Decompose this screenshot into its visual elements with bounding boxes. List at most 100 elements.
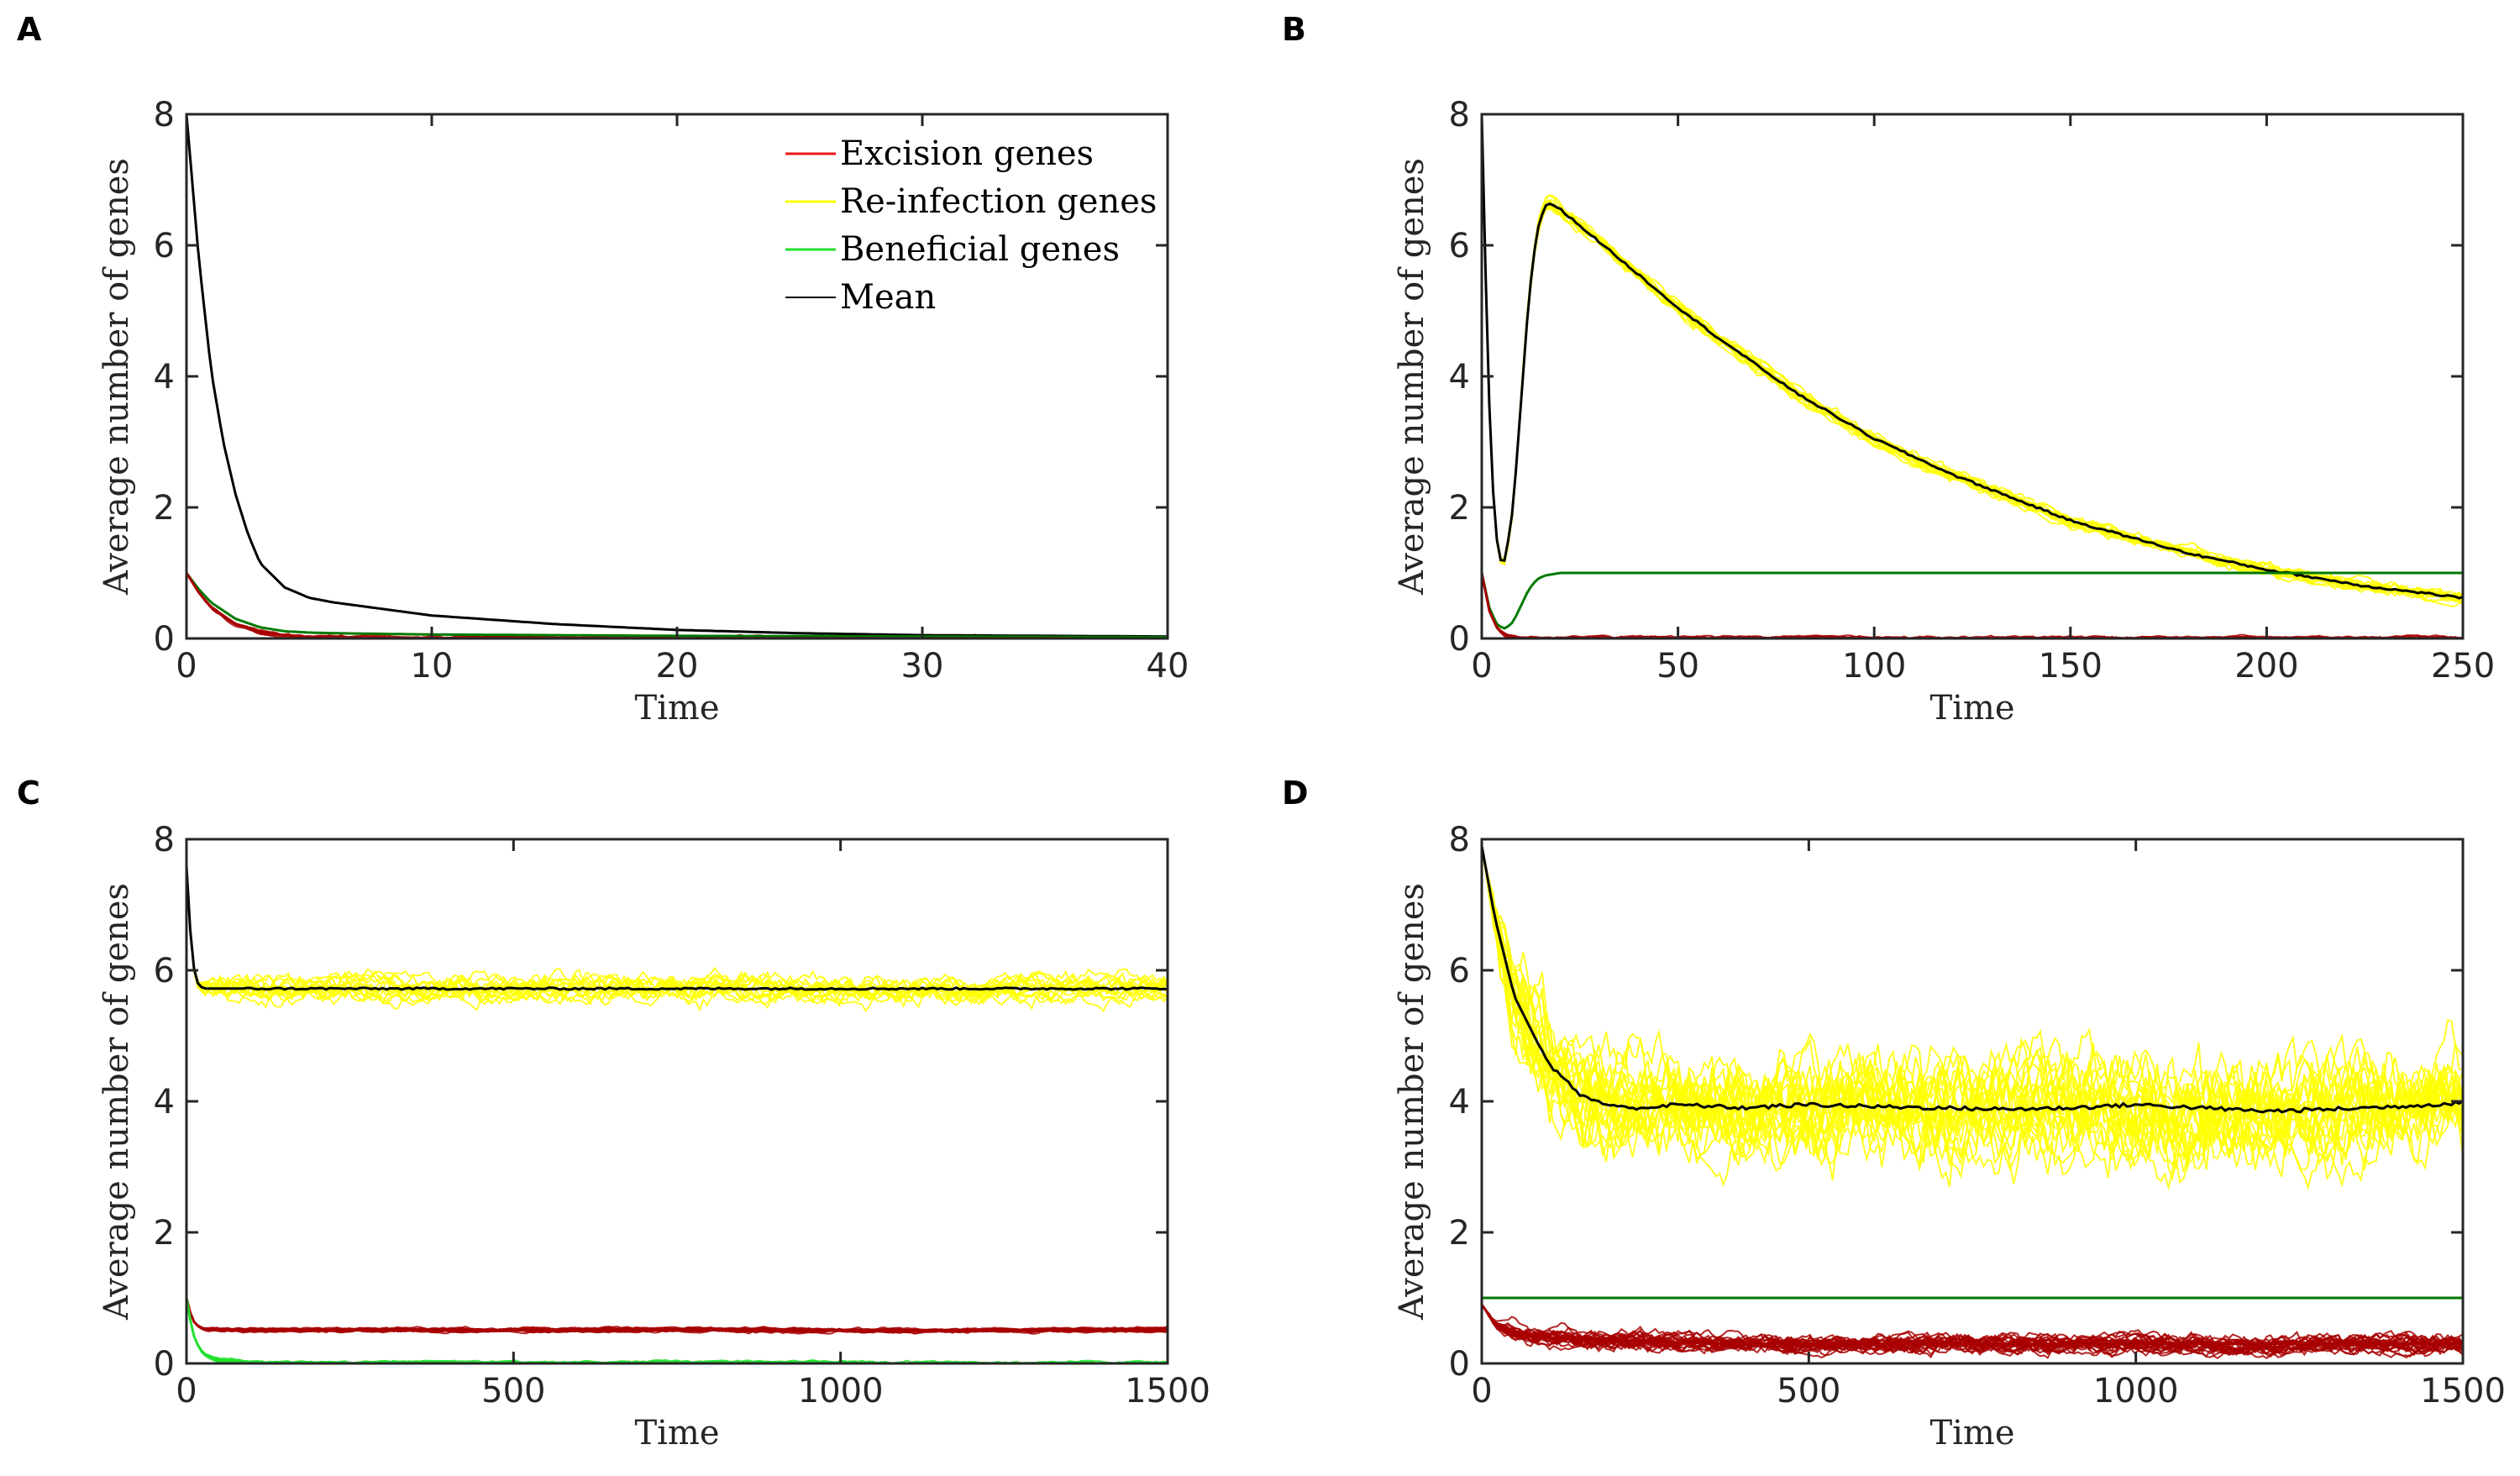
panel-a: A 0 10 20 30 40 0 2 4 6 8 Time Average number of gen… [17,11,1189,727]
x-tick-label: 0 [1471,647,1492,685]
replicate-line-re-infection-genes [1482,845,2463,1172]
y-axis-label: Average number of genes [97,158,136,596]
x-tick-label: 1000 [798,1372,884,1410]
legend-label-reinfection: Re-infection genes [840,182,1157,221]
x-axis-label: Time [1929,1414,2014,1452]
replicate-line-re-infection-genes [186,865,1168,1010]
y-tick-label: 2 [1449,1214,1470,1253]
y-axis-label: Average number of genes [97,883,136,1321]
mean-line-excision-genes [186,1297,1168,1332]
x-tick-label: 0 [1471,1372,1492,1410]
plot-area [1482,114,2463,638]
y-tick-label: 0 [1449,1345,1470,1384]
x-axis-label: Time [1929,689,2014,727]
replicate-line-re-infection-genes [1482,114,2463,599]
y-tick-label: 4 [154,1083,175,1121]
legend-label-beneficial: Beneficial genes [840,230,1120,269]
x-tick-label: 0 [176,1372,197,1410]
replicate-line-re-infection-genes [1482,114,2463,603]
replicate-line-re-infection-genes [1482,114,2463,598]
mean-line-excision-genes [1482,1303,2463,1346]
x-tick-label: 10 [411,647,454,685]
replicate-line-excision-genes [1482,572,2463,638]
replicate-line-excision-genes [1482,572,2463,638]
replicate-line-excision-genes [1482,572,2463,638]
y-tick-label: 8 [154,96,175,134]
replicate-line-excision-genes [1482,572,2463,638]
replicate-line-excision-genes [1482,572,2463,638]
legend-label-mean: Mean [840,278,936,317]
x-axis-label: Time [634,689,719,727]
x-tick-label: 1000 [2093,1372,2179,1410]
x-tick-label: 1500 [1125,1372,1210,1410]
x-tick-label: 0 [176,647,197,685]
replicate-line-excision-genes [1482,572,2463,638]
axes-frame [185,838,1169,1365]
replicate-line-excision-genes [1482,572,2463,638]
replicate-line-excision-genes [1482,1304,2463,1356]
y-tick-label: 2 [154,1214,175,1253]
y-tick-label: 4 [154,358,175,397]
y-axis-label: Average number of genes [1393,883,1431,1321]
replicate-line-excision-genes [1482,572,2463,638]
replicate-line-excision-genes [1482,572,2463,638]
y-tick-label: 2 [154,489,175,528]
replicate-line-re-infection-genes [186,865,1168,1006]
replicate-line-re-infection-genes [1482,845,2463,1179]
replicate-line-re-infection-genes [1482,845,2463,1152]
y-tick-label: 6 [154,952,175,990]
y-tick-label: 0 [1449,620,1470,659]
y-tick-label: 6 [1449,227,1470,265]
replicate-line-re-infection-genes [1482,114,2463,598]
x-tick-label: 20 [656,647,699,685]
mean-line-re-infection-genes [1482,845,2463,1114]
x-tick-label: 40 [1147,647,1189,685]
y-tick-label: 4 [1449,1083,1470,1121]
legend: Excision genes Re-infection genes Benefici… [785,134,1157,317]
panel-letter: D [1282,775,1309,812]
panel-c: C 0 500 1000 1500 0 2 4 6 8 Time Average number of … [17,775,1210,1452]
panel-letter: C [17,775,40,812]
x-tick-label: 50 [1656,647,1699,685]
replicate-line-re-infection-genes [1482,114,2463,603]
x-tick-label: 1500 [2420,1372,2506,1410]
x-tick-label: 500 [481,1372,545,1410]
replicate-line-re-infection-genes [1482,114,2463,602]
y-tick-label: 2 [1449,489,1470,528]
plot-area [1482,845,2463,1360]
x-tick-label: 250 [2431,647,2495,685]
replicate-line-re-infection-genes [1482,845,2463,1188]
replicate-line-excision-genes [1482,572,2463,638]
replicate-line-re-infection-genes [1482,114,2463,608]
y-tick-label: 6 [1449,952,1470,990]
replicate-line-re-infection-genes [1482,114,2463,603]
replicate-line-re-infection-genes [1482,845,2463,1166]
x-tick-label: 150 [2039,647,2103,685]
replicate-line-excision-genes [1482,572,2463,638]
x-axis-label: Time [634,1414,719,1452]
y-tick-label: 8 [154,821,175,859]
replicate-line-excision-genes [1482,572,2463,638]
plot-area [186,865,1168,1363]
mean-line-re-infection-genes [186,865,1168,991]
panel-d: D 0 500 1000 1500 0 2 4 6 8 Time Average number of … [1282,775,2506,1452]
mean-line-beneficial-genes [1482,571,2463,630]
x-tick-label: 100 [1842,647,1906,685]
y-tick-label: 8 [1449,96,1470,134]
replicate-line-re-infection-genes [1482,114,2463,602]
x-tick-label: 500 [1777,1372,1840,1410]
replicate-line-re-infection-genes [1482,114,2463,602]
replicate-line-re-infection-genes [1482,114,2463,599]
panel-letter: A [17,11,42,48]
y-tick-label: 0 [154,1345,175,1384]
replicate-line-re-infection-genes [1482,114,2463,601]
y-tick-label: 4 [1449,358,1470,397]
x-tick-label: 30 [901,647,944,685]
mean-line-excision-genes [1482,572,2463,638]
mean-line-re-infection-genes [1482,114,2463,600]
y-tick-label: 0 [154,620,175,659]
y-tick-label: 6 [154,227,175,265]
axes-frame [1480,113,2465,640]
replicate-line-re-infection-genes [1482,114,2463,597]
